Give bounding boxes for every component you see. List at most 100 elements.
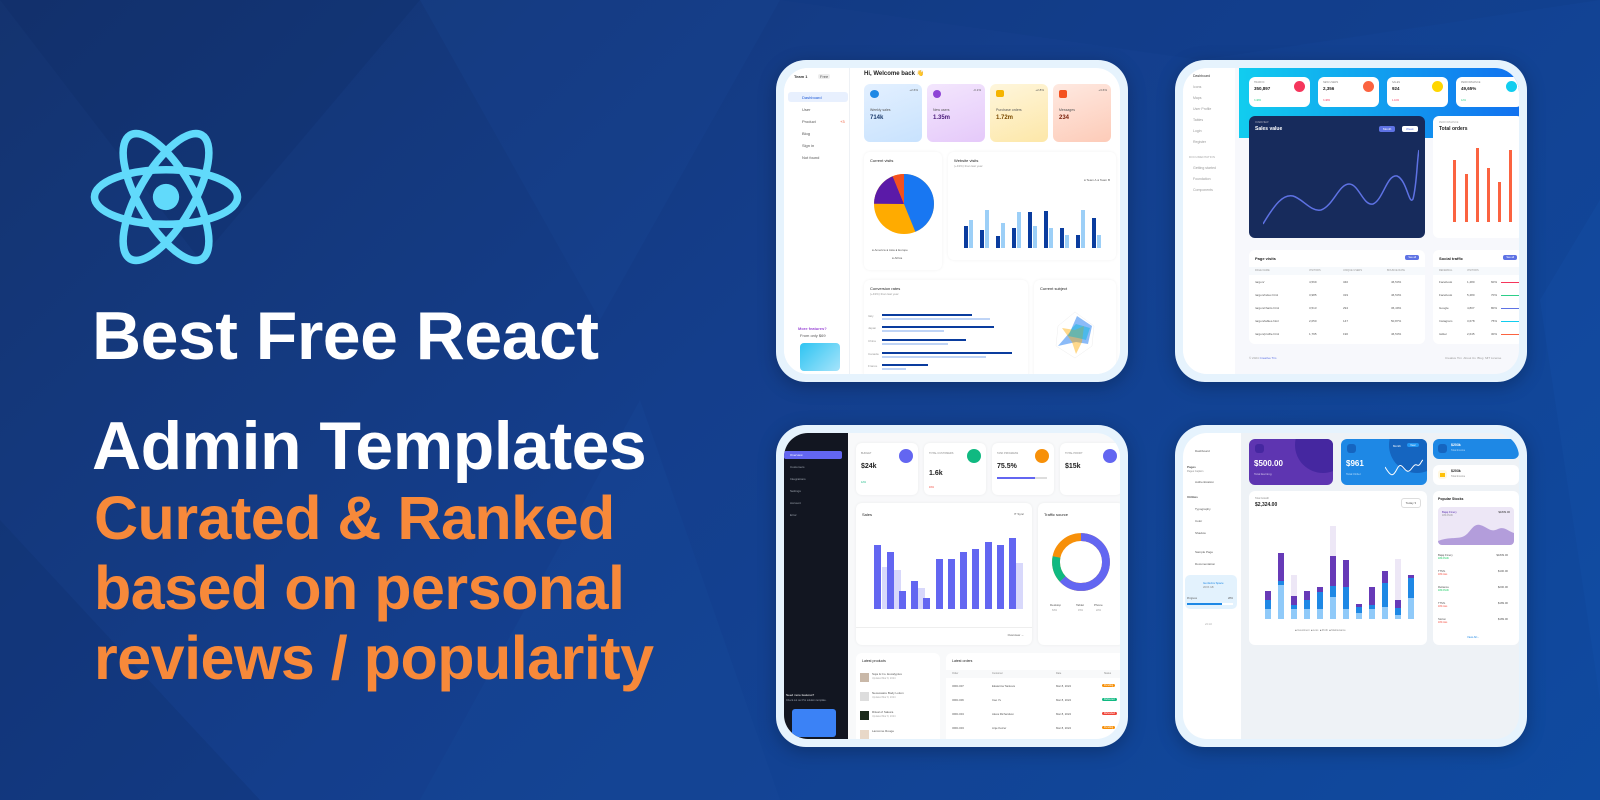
upgrade-card: Get Extra Space 28/23 GB Progress 28% <box>1185 575 1237 609</box>
nav-icons[interactable]: Icons <box>1193 85 1202 89</box>
preview-card-berry[interactable]: Dashboard Pages Pages Caption Authentica… <box>1175 425 1527 747</box>
page-visits-table: Page visits See all PAGE NAME VISITORS U… <box>1249 250 1425 344</box>
pie-chart <box>874 174 934 234</box>
nav-documentation[interactable]: Documentation <box>1195 562 1216 566</box>
nav-register[interactable]: Register <box>1193 140 1207 144</box>
month-button[interactable]: Month <box>1379 126 1396 132</box>
stat-card: PERFORMANCE 49,65% 12% <box>1456 77 1519 107</box>
product-badge: +3 <box>840 119 845 124</box>
total-income-card: $203k Total Income <box>1433 439 1519 459</box>
sync-button[interactable]: ⟳ Sync <box>1013 512 1024 516</box>
hero-section: Best Free React Admin Templates Curated … <box>0 0 760 800</box>
donut-chart <box>1052 533 1110 591</box>
nav-dashboard[interactable]: Dashboard <box>1193 74 1211 78</box>
nav-blog[interactable]: Blog <box>802 131 811 136</box>
nav-sample-page[interactable]: Sample Page <box>1195 550 1214 554</box>
featured-stock-chart: Bajaj Finery $1839.00 10% Profit <box>1438 507 1514 545</box>
sales-card: Sales ⟳ Sync Overview → <box>856 503 1032 645</box>
nav-account[interactable]: Account <box>790 501 801 505</box>
popular-stocks-card: Popular Stocks Bajaj Finery $1839.00 10%… <box>1433 491 1519 645</box>
current-subject-card: Current subject <box>1034 280 1116 374</box>
view-all-link[interactable]: View All › <box>1467 635 1479 639</box>
nav-customers[interactable]: Customers <box>790 465 805 469</box>
headline-line-1: Best Free React <box>92 298 599 374</box>
preview-card-argon[interactable]: Dashboard Icons Maps User Profile Tables… <box>1175 60 1527 382</box>
stat-card: +2.8% Purchase orders 1.72m <box>990 84 1048 142</box>
sidebar: Dashboard Pages Pages Caption Authentica… <box>1183 433 1241 739</box>
workspace-name[interactable]: Team 1 <box>794 74 808 79</box>
see-all-button[interactable]: See all <box>1405 255 1419 260</box>
sidebar: Overview Customers Integrations Settings… <box>784 433 848 739</box>
list-item: Ritual of Sakura Updated Mar 8, 2024 <box>860 709 936 727</box>
subheadline-line-2: based on personal <box>94 554 625 622</box>
line-chart <box>1263 149 1419 225</box>
bar-chart <box>872 537 1028 609</box>
nav-dashboard[interactable]: Dashboard <box>1195 449 1210 453</box>
promo-title: More features? <box>798 326 827 331</box>
nav-sign-in[interactable]: Sign in <box>802 143 815 148</box>
list-item: Necessaire Body Lotion Updated Mar 8, 202… <box>860 690 936 708</box>
nav-user[interactable]: User <box>802 107 811 112</box>
subheadline-line-3: reviews / popularity <box>94 624 654 692</box>
latest-orders-card: Latest orders Order Customer Date Status… <box>946 653 1120 739</box>
stat-card: NEW USERS 2,356 3.48% <box>1318 77 1379 107</box>
nav-login[interactable]: Login <box>1193 129 1202 133</box>
total-earning-card: $500.00 Total Earning <box>1249 439 1333 485</box>
nav-color[interactable]: Color <box>1195 519 1203 523</box>
social-traffic-table: Social traffic See all REFERRAL VISITORS… <box>1433 250 1519 344</box>
stat-card: TASK PROGRESS 75.5% <box>992 443 1054 495</box>
nav-typography[interactable]: Typography <box>1195 507 1211 511</box>
preview-card-minimal[interactable]: Team 1 Free Dashboard User Product +3 Bl… <box>776 60 1128 382</box>
year-toggle[interactable]: Year <box>1407 443 1419 447</box>
nav-integrations[interactable]: Integrations <box>790 477 806 481</box>
nav-error[interactable]: Error <box>790 513 797 517</box>
sidebar: Dashboard Icons Maps User Profile Tables… <box>1183 68 1235 374</box>
nav-not-found[interactable]: Not found <box>802 155 820 160</box>
website-visits-card: Website visits (+43%) than last year ● T… <box>948 152 1116 260</box>
overview-link[interactable]: Overview → <box>1007 633 1024 637</box>
nav-shadow[interactable]: Shadow <box>1195 531 1206 535</box>
period-select[interactable]: Today ▾ <box>1400 498 1421 508</box>
promo-illustration <box>800 343 840 371</box>
list-item: Soja & Co. Eucalyptus Updated Mar 8, 2024 <box>860 671 936 689</box>
headline: Best Free React Admin Templates <box>92 298 647 484</box>
traffic-source-card: Traffic source Desktop Tablet Phone 63% … <box>1038 503 1120 645</box>
list-item: Lancome Rouge <box>860 728 936 739</box>
current-visits-card: Current visits ● America ● Asia ● Europe… <box>864 152 942 270</box>
nav-user-profile[interactable]: User Profile <box>1193 107 1212 111</box>
week-button[interactable]: Week <box>1402 126 1418 132</box>
conversion-rates-card: Conversion rates (+43%) than last year I… <box>864 280 1028 374</box>
stat-card: +3.6% Messages 234 <box>1053 84 1111 142</box>
stat-card: +2.6% Weekly sales 714k <box>864 84 922 142</box>
nav-settings[interactable]: Settings <box>790 489 801 493</box>
greeting: Hi, Welcome back 👋 <box>864 71 925 77</box>
nav-tables[interactable]: Tables <box>1193 118 1204 122</box>
nav-maps[interactable]: Maps <box>1193 96 1202 100</box>
total-order-card: Month Year $961 Total Order <box>1341 439 1427 485</box>
nav-authentication[interactable]: Authentication <box>1195 480 1215 484</box>
see-all-button[interactable]: See all <box>1503 255 1517 260</box>
month-toggle[interactable]: Month <box>1393 444 1401 448</box>
total-income-card: $203k Total Income <box>1433 465 1519 485</box>
stat-card: -0.1% New users 1.35m <box>927 84 985 142</box>
headline-line-2: Admin Templates <box>92 408 647 484</box>
radar-chart <box>1055 311 1095 359</box>
promo-text: From only $69 <box>800 333 826 338</box>
subheadline: Curated & Ranked based on personal revie… <box>94 483 654 693</box>
nav-product[interactable]: Product <box>802 119 816 124</box>
react-logo-icon <box>90 129 242 265</box>
workspace-badge: Free <box>818 74 831 79</box>
preview-card-devias[interactable]: Overview Customers Integrations Settings… <box>776 425 1128 747</box>
stat-card: TOTAL PROFIT $15k <box>1060 443 1120 495</box>
nav-dashboard[interactable]: Dashboard <box>802 95 822 100</box>
total-growth-card: Total Growth $2,324.00 Today ▾ ■ Investm… <box>1249 491 1427 645</box>
footer-links: Creative Tim About Us Blog MIT License <box>1445 356 1502 360</box>
stat-card: TRAFFIC 350,897 3.48% <box>1249 77 1310 107</box>
subheadline-line-1: Curated & Ranked <box>94 484 615 552</box>
bar-chart <box>1449 146 1519 222</box>
nav-overview[interactable]: Overview <box>790 453 803 457</box>
footer-copyright: © 2024 Creative Tim <box>1249 356 1277 360</box>
stat-card: BUDGET $24k 12% <box>856 443 918 495</box>
bar-chart <box>962 192 1110 248</box>
stat-card: SALES 924 1.10% <box>1387 77 1448 107</box>
